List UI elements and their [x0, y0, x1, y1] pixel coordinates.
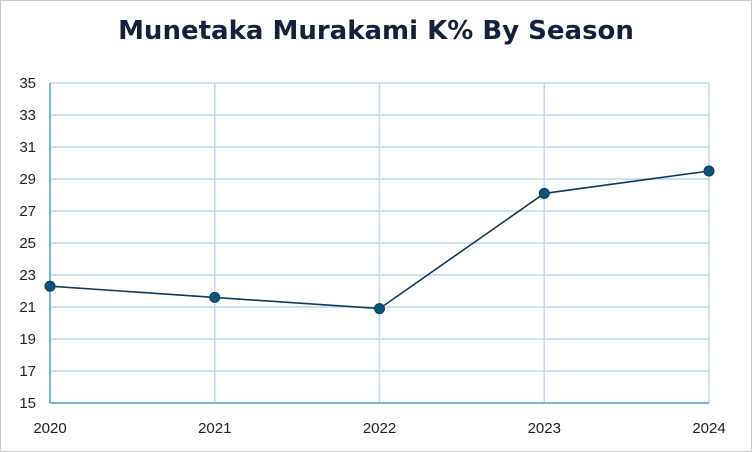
- y-tick-label: 25: [19, 235, 36, 252]
- data-point: [538, 187, 550, 199]
- y-tick-label: 21: [19, 299, 36, 316]
- y-tick-label: 23: [19, 267, 36, 284]
- x-tick-label: 2023: [528, 420, 561, 437]
- y-tick-label: 31: [19, 139, 36, 156]
- x-tick-label: 2021: [198, 420, 231, 437]
- x-tick-label: 2022: [363, 420, 396, 437]
- x-tick-label: 2024: [692, 420, 725, 437]
- data-point: [209, 291, 221, 303]
- y-tick-label: 15: [19, 395, 36, 412]
- y-tick-label: 19: [19, 331, 36, 348]
- series: [44, 165, 715, 315]
- y-tick-label: 33: [19, 107, 36, 124]
- y-tick-label: 17: [19, 363, 36, 380]
- y-tick-label: 29: [19, 171, 36, 188]
- data-point: [44, 280, 56, 292]
- chart-title: Munetaka Murakami K% By Season: [118, 16, 634, 46]
- y-tick-label: 27: [19, 203, 36, 220]
- data-point: [703, 165, 715, 177]
- y-tick-label: 35: [19, 75, 36, 92]
- gridlines: [50, 82, 710, 403]
- x-tick-label: 2020: [33, 420, 66, 437]
- axes: [49, 83, 709, 404]
- x-tick-labels: 2020 2021 2022 2023 2024: [33, 420, 725, 437]
- y-tick-labels: 15 17 19 21 23 25 27 29 31 33 35: [19, 75, 36, 412]
- data-point: [374, 303, 385, 315]
